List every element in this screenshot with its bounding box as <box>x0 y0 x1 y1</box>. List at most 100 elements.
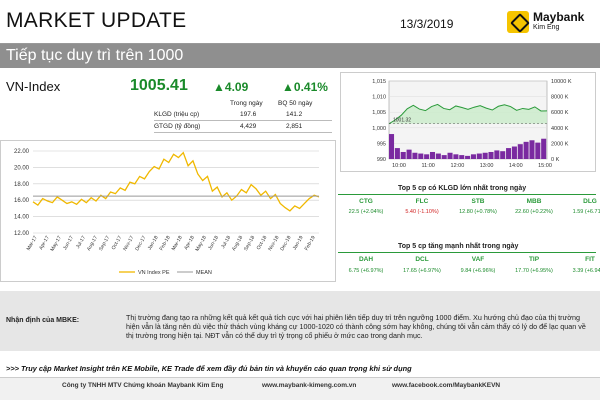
footer: Công ty TNHH MTV Chứng khoán Maybank Kim… <box>0 377 600 400</box>
stats-row-today: 4,429 <box>240 123 257 130</box>
intraday-volume-bar <box>523 141 529 159</box>
ticker-value: 5.40 (-1.10%) <box>405 209 439 215</box>
stats-col-avg: BQ 50 ngày <box>278 100 313 107</box>
intraday-volume-bar <box>406 149 412 159</box>
intraday-volume-bar <box>494 150 500 159</box>
intraday-x-tick: 11:00 <box>422 163 435 169</box>
pe-x-tick: Jun-18 <box>207 235 220 251</box>
pe-series-line <box>32 151 320 212</box>
index-change: ▲4.09 <box>213 80 249 94</box>
assessment-box <box>0 291 600 351</box>
ticker-label: DCL <box>415 256 429 263</box>
top-gainers-tickers: DAH DCL VAF TIP FIT <box>338 256 600 263</box>
intraday-y2-tick: 6000 K <box>551 110 569 116</box>
pe-x-tick: May-17 <box>49 235 63 253</box>
intraday-volume-bar <box>441 155 447 159</box>
ticker-value: 6.75 (+6.97%) <box>348 268 384 274</box>
intraday-volume-bar <box>511 146 517 159</box>
intraday-volume-bar <box>465 155 471 159</box>
intraday-volume-bar <box>517 144 523 159</box>
intraday-volume-bar <box>412 152 418 159</box>
intraday-volume-bar <box>482 152 488 159</box>
intraday-index-area <box>389 104 547 124</box>
index-value: 1005.41 <box>130 77 188 94</box>
pe-y-tick: 22.00 <box>14 149 30 155</box>
top-volume-values: 22.5 (+2.04%) 5.40 (-1.10%) 12.80 (+0.78%)… <box>338 209 600 215</box>
ticker-label: FLC <box>415 198 429 205</box>
index-change-pct: ▲0.41% <box>282 80 328 94</box>
intraday-chart-svg: 1,015 1,010 1,005 1,000 995 990 10000 K 8000 K 6… <box>372 79 572 169</box>
cta-link[interactable]: >>> Truy cập Market Insight trên KE Mobi… <box>6 364 412 373</box>
stats-row-avg: 141.2 <box>286 111 303 118</box>
intraday-chart: 1,015 1,010 1,005 1,000 995 990 10000 K 8000 K 6… <box>340 72 596 172</box>
pe-x-tick: Sep-18 <box>243 235 256 252</box>
pe-y-tick: 20.00 <box>14 165 30 171</box>
top-volume-tickers: CTG FLC STB MBB DLG <box>338 198 600 205</box>
ticker-value: 9.84 (+6.96%) <box>460 268 496 274</box>
headline-banner: Tiếp tục duy trì trên 1000 <box>0 44 600 68</box>
pe-x-tick: Jul-17 <box>75 235 87 250</box>
top-gainers-title: Top 5 cp tăng mạnh nhất trong ngày <box>398 243 519 250</box>
intraday-volume-bar <box>447 152 453 159</box>
stats-row-label: GTGD (tỷ đồng) <box>154 123 201 130</box>
intraday-y2-tick: 10000 K <box>551 79 572 85</box>
ticker-value: 17.65 (+6.97%) <box>403 268 441 274</box>
intraday-x-tick: 13:00 <box>480 163 494 169</box>
pe-x-tick: May-18 <box>194 235 208 253</box>
logo-brand: Maybank <box>533 10 585 24</box>
intraday-y-tick: 1,005 <box>372 110 386 116</box>
ticker-value: 17.70 (+6.95%) <box>515 268 553 274</box>
intraday-y-tick: 995 <box>377 141 386 147</box>
intraday-y-tick: 990 <box>377 157 386 163</box>
intraday-volume-bar <box>394 148 400 159</box>
pe-x-tick: Mar-17 <box>26 235 39 252</box>
ticker-label: VAF <box>471 256 485 263</box>
intraday-volume-bar <box>541 138 547 159</box>
up-triangle-icon: ▲ <box>213 80 225 94</box>
logo-sub: Kim Eng <box>533 24 560 31</box>
ticker-value: 22.5 (+2.04%) <box>348 209 384 215</box>
intraday-y2-tick: 8000 K <box>551 95 569 101</box>
intraday-x-tick: 10:00 <box>392 163 406 169</box>
intraday-volume-bar <box>453 154 459 159</box>
ticker-label: CTG <box>359 198 373 205</box>
intraday-volume-bar <box>424 154 430 159</box>
intraday-y2-tick: 0 K <box>551 157 560 163</box>
assessment-label: Nhận định của MBKE: <box>6 317 80 324</box>
table-divider <box>338 194 596 195</box>
stats-row-today: 197.6 <box>240 111 257 118</box>
ticker-label: MBB <box>526 198 542 205</box>
intraday-x-tick: 12:00 <box>451 163 465 169</box>
maybank-tiger-icon <box>507 11 529 33</box>
intraday-volume-bar <box>488 151 494 159</box>
intraday-y2-tick: 4000 K <box>551 126 569 132</box>
assessment-text: Thị trường đang tạo ra những kết quả kết… <box>126 313 586 340</box>
intraday-volume-bar <box>476 153 482 159</box>
ticker-label: FIT <box>585 256 595 263</box>
intraday-volume-bar <box>429 151 436 159</box>
intraday-volume-bar <box>400 151 406 159</box>
pe-y-tick: 16.00 <box>14 198 30 204</box>
intraday-volume-bar <box>389 134 395 159</box>
pe-y-tick: 12.00 <box>14 231 30 237</box>
intraday-y-tick: 1,010 <box>372 95 386 101</box>
up-triangle-icon: ▲ <box>282 80 294 94</box>
top-volume-title: Top 5 cp có KLGD lớn nhất trong ngày <box>398 185 527 192</box>
intraday-volume-bar <box>506 148 512 159</box>
intraday-annotation: 1001.32 <box>393 118 411 124</box>
legend-label-mean: MEAN <box>196 270 212 276</box>
intraday-volume-bar <box>535 142 541 159</box>
intraday-volume-bar <box>435 153 441 159</box>
stats-col-today: Trong ngày <box>230 100 263 107</box>
intraday-volume-bar <box>500 151 506 159</box>
footer-website[interactable]: www.maybank-kimeng.com.vn <box>262 382 357 389</box>
ticker-value: 22.60 (+0.22%) <box>515 209 553 215</box>
ticker-label: STB <box>471 198 485 205</box>
stats-row-avg: 2,851 <box>286 123 303 130</box>
pe-x-tick: Mar-18 <box>171 235 184 252</box>
intraday-y-tick: 1,000 <box>372 126 386 132</box>
footer-facebook[interactable]: www.facebook.com/MaybankKEVN <box>392 382 501 389</box>
footer-company: Công ty TNHH MTV Chứng khoán Maybank Kim… <box>62 382 224 389</box>
header-divider <box>0 43 600 44</box>
